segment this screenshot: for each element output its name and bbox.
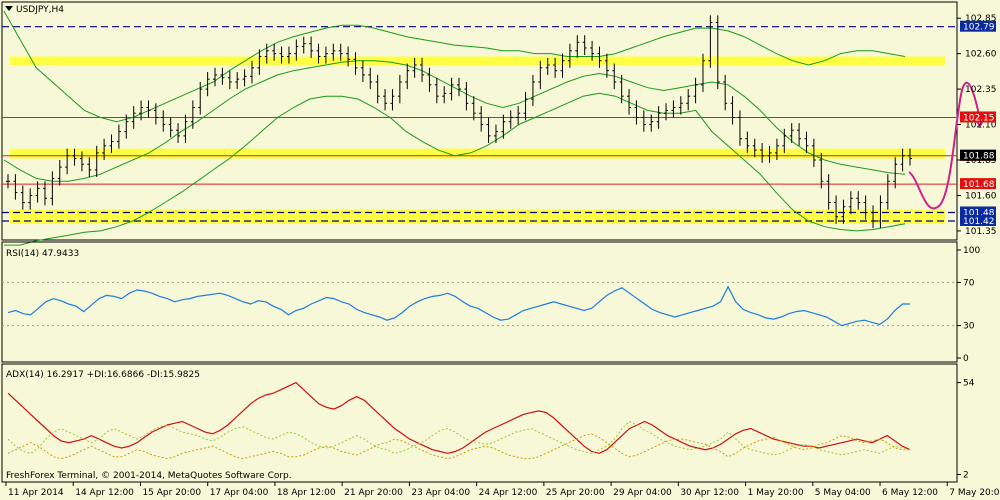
bollinger-line-0 bbox=[3, 10, 906, 123]
rsi-panel-title: RSI(14) 47.9433 bbox=[6, 249, 79, 259]
adx-tick-label-1: 2 bbox=[963, 470, 969, 480]
time-tick-label-5: 21 Apr 20:00 bbox=[344, 488, 403, 498]
time-axis: 11 Apr 2014 14 Apr 12:00 15 Apr 20:00 17 Ap… bbox=[5, 482, 1000, 498]
level-badge-label-3: 101.68 bbox=[963, 180, 995, 190]
adx-line-0 bbox=[7, 381, 911, 454]
level-badge-label-5: 101.42 bbox=[963, 217, 995, 227]
time-tick-label-7: 24 Apr 12:00 bbox=[479, 488, 538, 498]
time-tick-label-4: 18 Apr 12:00 bbox=[277, 488, 336, 498]
time-tick-label-14: 7 May 20:00 bbox=[949, 488, 1000, 498]
level-badge-3 bbox=[960, 178, 996, 190]
level-badge-label-1: 102.15 bbox=[963, 113, 995, 123]
zone-0 bbox=[10, 56, 945, 65]
price-bars bbox=[6, 15, 912, 229]
level-badge-4 bbox=[960, 206, 996, 218]
zone-1 bbox=[10, 148, 945, 159]
price-tick-label-4: 101.85 bbox=[965, 156, 997, 166]
level-badge-label-0: 102.79 bbox=[963, 23, 995, 33]
price-tick-label-6: 101.35 bbox=[965, 227, 997, 237]
adx-series bbox=[7, 381, 911, 460]
adx-line-2 bbox=[7, 433, 910, 460]
level-badge-1 bbox=[960, 111, 996, 123]
rsi-panel: RSI(14) 47.9433 100 70 30 0 bbox=[1, 241, 980, 364]
rsi-tick-label-0: 100 bbox=[963, 246, 980, 256]
copyright-text: FreshForex Terminal, © 2001-2014, MetaQu… bbox=[6, 471, 292, 481]
current-price-label: 101.88 bbox=[963, 152, 995, 162]
adx-line-1 bbox=[7, 420, 911, 456]
level-badge-0 bbox=[960, 20, 996, 32]
price-tick-label-5: 101.60 bbox=[965, 191, 997, 201]
bollinger-line-2 bbox=[4, 92, 906, 246]
price-panel: USDJPY,H4 102.85 102.60 102.35 102.10 101.85… bbox=[1, 1, 997, 246]
current-price-badge bbox=[960, 149, 996, 161]
adx-panel: ADX(14) 16.2917 +DI:16.6866 -DI:15.9825 … bbox=[1, 363, 975, 483]
price-axis: 102.85102.60102.35102.10101.85101.60101.… bbox=[957, 14, 997, 237]
time-tick-label-6: 23 Apr 04:00 bbox=[411, 488, 470, 498]
support-resistance-zones bbox=[10, 56, 945, 224]
level-badge-label-4: 101.48 bbox=[963, 208, 995, 218]
time-tick-label-13: 6 May 12:00 bbox=[882, 488, 938, 498]
rsi-tick-label-3: 0 bbox=[963, 354, 969, 364]
zone-2 bbox=[10, 209, 945, 224]
rsi-axis: 100 70 30 0 bbox=[957, 246, 980, 364]
rsi-line bbox=[7, 285, 910, 327]
bollinger-bands bbox=[3, 10, 906, 246]
time-tick-label-8: 25 Apr 20:00 bbox=[546, 488, 605, 498]
price-panel-title: USDJPY,H4 bbox=[16, 5, 64, 15]
bollinger-line-1 bbox=[3, 60, 906, 182]
adx-panel-title: ADX(14) 16.2917 +DI:16.6866 -DI:15.9825 bbox=[6, 370, 200, 380]
forecast-curve bbox=[908, 81, 981, 210]
rsi-tick-label-2: 30 bbox=[963, 322, 975, 332]
level-badge-5 bbox=[960, 214, 996, 226]
time-tick-label-11: 1 May 20:00 bbox=[748, 488, 804, 498]
time-tick-label-3: 17 Apr 04:00 bbox=[210, 488, 269, 498]
rsi-levels bbox=[2, 281, 957, 327]
price-tick-label-0: 102.85 bbox=[965, 14, 997, 24]
time-tick-label-9: 29 Apr 04:00 bbox=[613, 488, 672, 498]
adx-tick-label-0: 54 bbox=[963, 379, 975, 389]
price-levels bbox=[2, 26, 957, 222]
time-tick-label-1: 14 Apr 12:00 bbox=[75, 488, 134, 498]
price-tick-label-1: 102.60 bbox=[965, 50, 997, 60]
rsi-tick-label-1: 70 bbox=[963, 278, 975, 288]
time-tick-label-0: 11 Apr 2014 bbox=[8, 488, 64, 498]
price-tick-label-2: 102.35 bbox=[965, 85, 997, 95]
chart-menu-icon[interactable] bbox=[5, 6, 13, 11]
time-tick-label-2: 15 Apr 20:00 bbox=[142, 488, 201, 498]
price-tick-label-3: 102.10 bbox=[965, 121, 997, 131]
time-tick-label-10: 30 Apr 12:00 bbox=[680, 488, 739, 498]
time-tick-label-12: 5 May 04:00 bbox=[815, 488, 871, 498]
adx-axis: 54 2 bbox=[957, 379, 975, 480]
rsi-series bbox=[7, 285, 910, 327]
